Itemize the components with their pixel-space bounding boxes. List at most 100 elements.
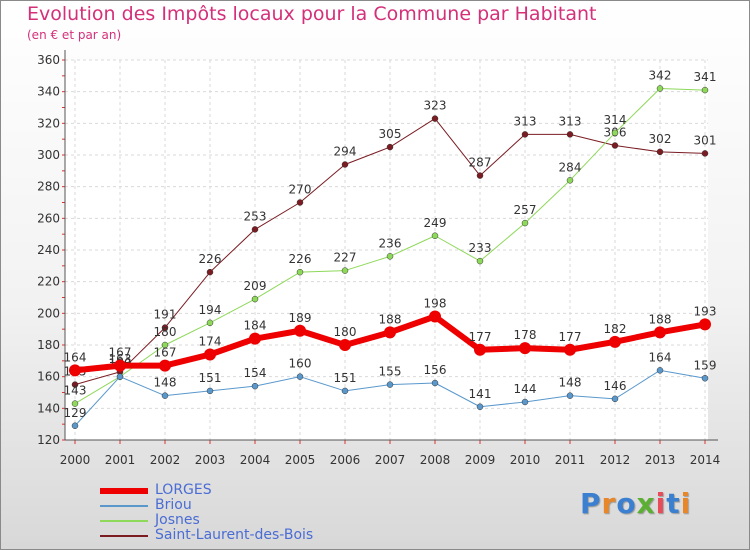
data-label-saint-laurent-des-bois: 294 <box>334 145 357 159</box>
data-point-briou <box>341 387 349 395</box>
data-label-briou: 129 <box>64 406 87 420</box>
data-label-lorges: 180 <box>334 325 357 339</box>
data-label-josnes: 143 <box>64 384 87 398</box>
data-point-saint-laurent-des-bois <box>431 115 439 122</box>
data-label-saint-laurent-des-bois: 226 <box>199 252 222 266</box>
data-point-lorges <box>204 348 216 361</box>
x-tick-label: 2012 <box>600 453 631 467</box>
legend-label: Briou <box>155 497 192 513</box>
data-point-josnes <box>206 319 214 327</box>
data-label-saint-laurent-des-bois: 253 <box>244 209 267 223</box>
x-tick-label: 2003 <box>195 453 226 467</box>
data-label-josnes: 209 <box>244 279 267 293</box>
data-point-briou <box>161 392 169 399</box>
data-label-saint-laurent-des-bois: 301 <box>694 133 717 147</box>
data-point-lorges <box>654 326 666 339</box>
y-tick-label: 300 <box>37 148 60 162</box>
data-label-briou: 141 <box>469 387 492 401</box>
data-label-josnes: 227 <box>334 251 357 265</box>
data-label-lorges: 178 <box>514 328 537 342</box>
data-label-briou: 164 <box>649 350 672 364</box>
data-point-briou <box>566 392 574 399</box>
data-point-saint-laurent-des-bois <box>656 148 664 156</box>
data-point-josnes <box>296 268 304 276</box>
x-tick-label: 2005 <box>285 453 316 467</box>
data-label-josnes: 314 <box>604 113 627 127</box>
data-label-josnes: 236 <box>379 236 402 250</box>
data-label-saint-laurent-des-bois: 163 <box>109 352 132 366</box>
y-tick-label: 240 <box>37 243 60 257</box>
data-point-saint-laurent-des-bois <box>566 131 574 138</box>
y-tick-label: 280 <box>37 180 60 194</box>
data-point-briou <box>386 381 394 388</box>
data-label-lorges: 182 <box>604 322 627 336</box>
data-label-lorges: 177 <box>469 330 492 344</box>
data-point-saint-laurent-des-bois <box>71 381 79 388</box>
data-point-lorges <box>384 326 396 339</box>
data-point-josnes <box>521 219 529 227</box>
data-point-briou <box>521 398 529 406</box>
data-label-josnes: 226 <box>289 252 312 266</box>
data-label-briou: 159 <box>694 358 717 372</box>
data-label-saint-laurent-des-bois: 270 <box>289 183 312 197</box>
data-point-saint-laurent-des-bois <box>296 199 304 206</box>
data-point-lorges <box>339 339 351 351</box>
data-point-briou <box>656 367 664 374</box>
data-label-lorges: 188 <box>649 312 672 326</box>
data-point-josnes <box>656 85 664 92</box>
data-point-josnes <box>71 400 79 407</box>
legend-swatch <box>100 488 148 494</box>
data-label-josnes: 342 <box>649 69 672 83</box>
x-tick-label: 2013 <box>645 453 676 467</box>
data-label-briou: 155 <box>379 365 402 379</box>
data-point-lorges <box>294 324 306 337</box>
data-label-briou: 151 <box>199 371 222 385</box>
x-tick-label: 2000 <box>60 453 91 467</box>
data-label-saint-laurent-des-bois: 302 <box>649 132 672 146</box>
data-label-briou: 148 <box>559 376 582 390</box>
data-label-lorges: 184 <box>244 319 267 333</box>
data-label-briou: 148 <box>154 376 177 390</box>
data-point-saint-laurent-des-bois <box>611 142 619 149</box>
data-point-lorges <box>609 335 621 348</box>
data-label-saint-laurent-des-bois: 287 <box>469 156 492 170</box>
data-point-josnes <box>566 177 574 184</box>
data-label-lorges: 198 <box>424 297 447 311</box>
y-tick-label: 200 <box>37 306 60 320</box>
chart-subtitle: (en € et par an) <box>27 28 122 42</box>
data-label-lorges: 167 <box>154 346 177 360</box>
x-tick-label: 2001 <box>105 453 136 467</box>
data-label-saint-laurent-des-bois: 313 <box>514 114 537 128</box>
data-label-josnes: 249 <box>424 216 447 230</box>
proxiti-logo: Proxiti <box>580 487 692 520</box>
data-point-briou <box>116 373 124 380</box>
data-label-josnes: 233 <box>469 241 492 255</box>
data-point-josnes <box>251 295 259 303</box>
y-tick-label: 120 <box>37 433 60 447</box>
data-label-lorges: 177 <box>559 330 582 344</box>
data-label-saint-laurent-des-bois: 191 <box>154 308 177 322</box>
data-label-josnes: 284 <box>559 160 582 174</box>
data-point-lorges <box>69 364 81 377</box>
legend-swatch <box>100 505 148 507</box>
y-tick-label: 180 <box>37 338 60 352</box>
data-label-lorges: 193 <box>694 304 717 318</box>
data-point-briou <box>431 379 439 387</box>
data-point-lorges <box>564 343 576 356</box>
data-label-lorges: 167 <box>109 346 132 360</box>
data-point-josnes <box>386 253 394 260</box>
chart-title: Evolution des Impôts locaux pour la Comm… <box>27 3 597 25</box>
data-point-briou <box>206 387 214 395</box>
data-label-briou: 154 <box>244 366 267 380</box>
data-point-saint-laurent-des-bois <box>521 131 529 138</box>
data-label-josnes: 180 <box>154 325 177 339</box>
x-tick-label: 2014 <box>690 453 721 467</box>
data-label-saint-laurent-des-bois: 323 <box>424 99 447 113</box>
legend-label: LORGES <box>155 482 212 498</box>
data-label-briou: 144 <box>514 382 537 396</box>
data-point-briou <box>611 395 619 403</box>
data-point-josnes <box>341 267 349 274</box>
data-point-briou <box>476 403 484 410</box>
data-point-saint-laurent-des-bois <box>701 150 709 157</box>
